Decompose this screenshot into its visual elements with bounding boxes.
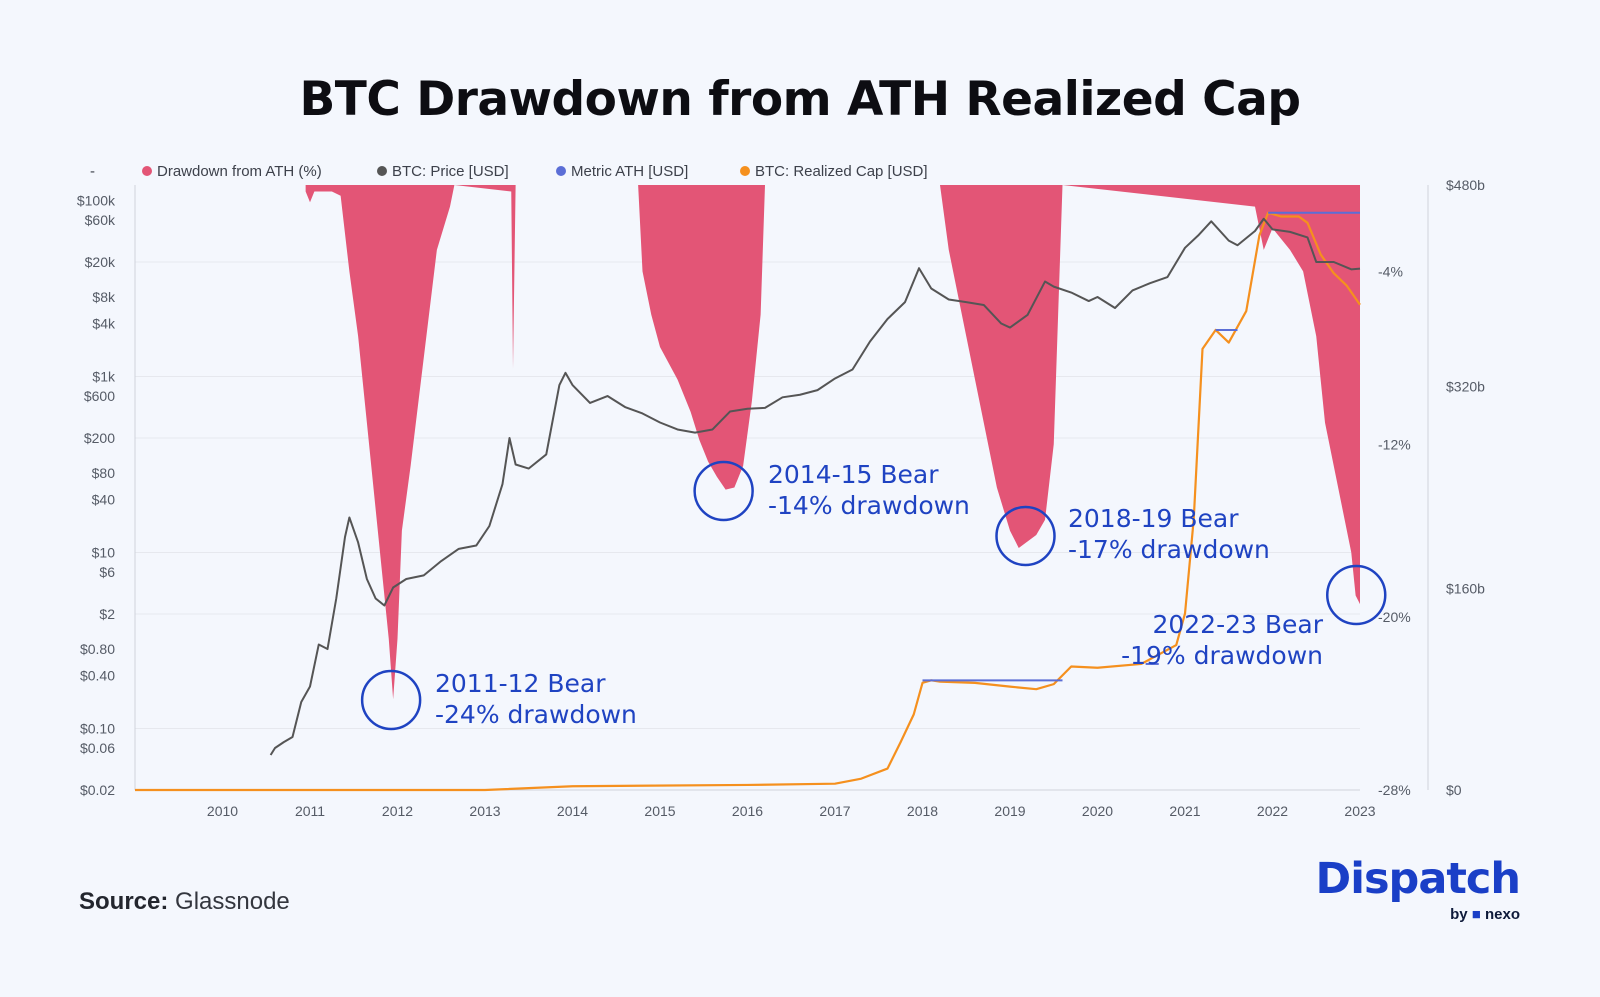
price-line	[269, 217, 1361, 756]
annotation-title: 2018-19 Bear	[1068, 504, 1239, 533]
y-tick-drawdown: -12%	[1378, 436, 1411, 452]
y-tick-price: $100k	[77, 192, 116, 208]
y-tick-price: $20k	[85, 254, 116, 270]
x-tick: 2016	[732, 803, 763, 819]
source-value: Glassnode	[175, 888, 290, 915]
realized-cap-line	[135, 211, 1361, 792]
legend-marker	[556, 166, 566, 176]
y-tick-price: $600	[84, 388, 115, 404]
annotation-title: 2011-12 Bear	[435, 669, 606, 698]
bear-circle	[693, 460, 754, 522]
y-tick-price: $0.02	[80, 782, 115, 798]
legend-label: BTC: Realized Cap [USD]	[755, 163, 928, 180]
y-tick-price: $8k	[92, 289, 116, 305]
annotation-sub: -17% drawdown	[1068, 535, 1270, 564]
y-tick-price: $6	[99, 564, 115, 580]
annotation-sub: -24% drawdown	[435, 700, 637, 729]
annotation-sub: -14% drawdown	[768, 491, 970, 520]
x-tick: 2021	[1169, 803, 1200, 819]
x-tick: 2018	[907, 803, 938, 819]
y-tick-price: $0.06	[80, 740, 115, 756]
legend-marker	[142, 166, 152, 176]
annotation-sub: -19% drawdown	[1121, 641, 1323, 670]
legend-marker	[740, 166, 750, 176]
y-tick-price: $40	[92, 492, 116, 508]
x-tick: 2019	[994, 803, 1025, 819]
y-tick-price: $200	[84, 430, 115, 446]
y-tick-price: $1k	[92, 368, 116, 384]
legend-label: -	[90, 163, 95, 180]
x-tick: 2010	[207, 803, 238, 819]
y-tick-price: $10	[92, 544, 116, 560]
source-line: Source: Glassnode	[79, 888, 290, 916]
bear-circle	[360, 669, 422, 731]
y-tick-price: $80	[92, 465, 116, 481]
y-tick-price: $0.10	[80, 720, 115, 736]
brand-by: by	[1450, 906, 1468, 923]
y-tick-price: $2	[99, 606, 115, 622]
x-tick: 2011	[295, 803, 325, 819]
brand-partner: nexo	[1484, 906, 1520, 923]
x-tick: 2015	[644, 803, 675, 819]
y-tick-drawdown: -20%	[1378, 609, 1411, 625]
annotation-title: 2022-23 Bear	[1152, 610, 1323, 639]
y-tick-price: $0.40	[80, 668, 115, 684]
x-tick: 2022	[1257, 803, 1288, 819]
legend-label: BTC: Price [USD]	[392, 163, 509, 180]
legend-marker	[377, 166, 387, 176]
y-tick-realized: $480b	[1446, 177, 1485, 193]
x-tick: 2014	[557, 803, 588, 819]
brand-sub: by ■ nexo	[1450, 906, 1520, 923]
brand-name: Dispatch	[1315, 854, 1521, 904]
x-tick: 2020	[1082, 803, 1113, 819]
annotation-title: 2014-15 Bear	[768, 460, 939, 489]
bear-circle	[1326, 564, 1387, 626]
y-tick-price: $4k	[92, 316, 116, 332]
y-tick-price: $60k	[85, 212, 116, 228]
y-tick-realized: $320b	[1446, 379, 1485, 395]
y-tick-price: $0.80	[80, 641, 115, 657]
bear-circle	[995, 505, 1056, 567]
legend-label: Metric ATH [USD]	[571, 163, 688, 180]
chart-title: BTC Drawdown from ATH Realized Cap	[299, 72, 1301, 127]
nexo-icon: ■	[1471, 906, 1481, 923]
y-tick-realized: $160b	[1446, 580, 1485, 596]
y-tick-drawdown: -28%	[1378, 782, 1411, 798]
x-tick: 2012	[382, 803, 413, 819]
legend-label: Drawdown from ATH (%)	[157, 163, 322, 180]
drawdown-area	[305, 185, 1360, 700]
x-tick: 2013	[469, 803, 500, 819]
x-tick: 2017	[819, 803, 850, 819]
y-tick-realized: $0	[1446, 782, 1462, 798]
y-tick-drawdown: -4%	[1378, 263, 1403, 279]
x-tick: 2023	[1344, 803, 1375, 819]
brand-logo: Dispatch by ■ nexo	[1300, 854, 1530, 924]
source-label: Source:	[79, 888, 169, 915]
